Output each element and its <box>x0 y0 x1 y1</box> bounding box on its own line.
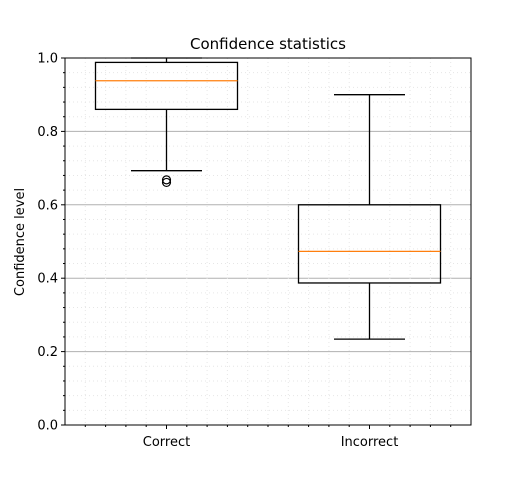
box-iqr <box>94 61 239 111</box>
y-tick-label: 0.0 <box>37 419 58 434</box>
box-correct <box>94 57 239 188</box>
y-axis: 0.0 0.2 0.4 0.6 0.8 1.0 <box>37 52 65 434</box>
y-tick-label: 0.4 <box>37 272 58 287</box>
chart-title: Confidence statistics <box>190 35 346 53</box>
y-tick-label: 0.2 <box>37 345 58 360</box>
box-incorrect <box>297 94 442 340</box>
outlier-point <box>161 175 172 185</box>
y-axis-label: Confidence level <box>13 188 28 296</box>
plot-frame <box>64 57 472 426</box>
x-tick-label: Incorrect <box>341 435 399 450</box>
box-iqr <box>297 204 442 284</box>
x-tick-label: Correct <box>143 435 190 450</box>
outlier-point <box>161 177 172 188</box>
x-axis: Correct Incorrect <box>84 425 452 450</box>
grid <box>65 58 471 425</box>
y-tick-label: 1.0 <box>37 52 58 67</box>
y-tick-label: 0.8 <box>37 125 58 140</box>
boxes <box>94 57 442 340</box>
y-tick-label: 0.6 <box>37 198 58 213</box>
